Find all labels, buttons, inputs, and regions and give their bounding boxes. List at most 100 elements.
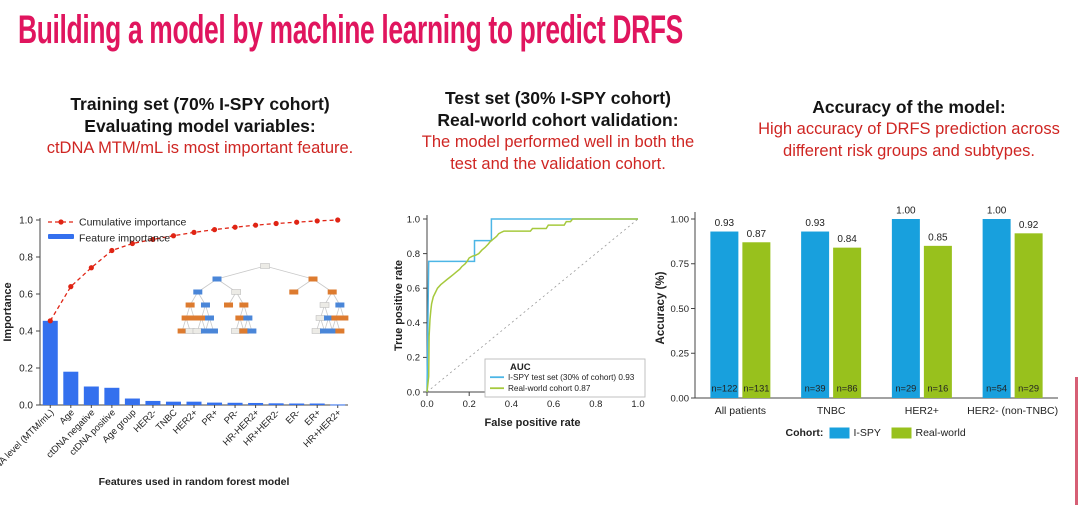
cohort-legend-realworld: Real-world — [916, 427, 966, 439]
header-test-line1: Test set (30% I-SPY cohort) — [445, 88, 671, 108]
chart-element: 0.0 0.2 0.4 0.6 0.8 1.0 Importance ctDNA level … — [0, 216, 349, 488]
chart-element: 0.0 0.2 0.4 0.6 0.8 1.00.00.20.40.60.81.0AUCI… — [393, 214, 646, 429]
chart-element — [48, 234, 74, 239]
axes — [39, 218, 348, 406]
value-label: 0.85 — [928, 232, 948, 243]
chart-element — [235, 315, 245, 321]
chart-element — [200, 328, 210, 334]
importance-bar — [289, 403, 305, 405]
chart-element — [239, 302, 249, 308]
chart-element — [189, 315, 199, 321]
value-label: 0.93 — [715, 218, 735, 229]
importance-bar — [330, 404, 346, 406]
cumulative-point — [170, 233, 177, 239]
x-tick-label: 0.4 — [505, 399, 518, 410]
chart-element — [193, 289, 203, 295]
chart-element — [208, 328, 218, 334]
importance-bar — [268, 403, 284, 405]
chart-element — [891, 427, 912, 439]
n-label: n=86 — [837, 384, 858, 394]
accuracy-bar — [982, 219, 1011, 398]
chance-line — [426, 218, 639, 393]
category-label: HER2+ — [905, 405, 939, 417]
y-tick-label: 0.2 — [19, 364, 33, 375]
header-accuracy-highlight: High accuracy of DRFS prediction across … — [758, 120, 1060, 160]
x-tick-label: ER- — [284, 407, 302, 425]
y-axis-title: Importance — [2, 282, 14, 341]
chart-element — [320, 328, 330, 334]
chart-element — [243, 315, 253, 321]
roc-curve-ispy — [426, 218, 638, 393]
chart-element — [200, 302, 210, 308]
chart-element — [331, 315, 341, 321]
importance-bar — [63, 371, 79, 405]
chart-element — [315, 315, 326, 321]
x-tick-label: 0.0 — [420, 399, 433, 410]
n-label: n=54 — [986, 384, 1007, 394]
value-label: 0.87 — [747, 229, 767, 240]
chart-element — [181, 315, 191, 321]
slide-title: Building a model by machine learning to … — [18, 8, 683, 52]
auc-legend-entry: Real-world cohort 0.87 — [508, 384, 591, 393]
header-accuracy: Accuracy of the model: High accuracy of … — [742, 96, 1076, 162]
accuracy-bar-chart: 0.00 0.25 0.50 0.75 1.00 Accuracy (%) 0.93 n=12… — [652, 196, 1080, 462]
y-tick-label: 0.00 — [671, 393, 690, 404]
chart-element — [192, 328, 203, 334]
chart-element — [264, 265, 314, 280]
header-training-highlight: ctDNA MTM/mL is most important feature. — [46, 139, 354, 158]
importance-bar — [145, 400, 161, 405]
chart-element — [324, 315, 334, 321]
importance-bar — [207, 402, 223, 405]
value-label: 1.00 — [896, 206, 916, 217]
roc-curve-chart: 0.0 0.2 0.4 0.6 0.8 1.0 0.0 0.2 0.4 0.6 0.8 1.0 AUC I… — [390, 196, 690, 464]
importance-bar — [248, 402, 264, 405]
cumulative-point — [211, 227, 218, 233]
y-tick-label: 0.75 — [671, 259, 690, 270]
chart-element — [177, 328, 187, 334]
cumulative-point — [129, 240, 135, 247]
chart-element — [308, 276, 318, 282]
legend-label-cumulative: Cumulative importance — [79, 217, 187, 229]
n-label: n=29 — [895, 384, 916, 394]
y-tick-label: 1.00 — [671, 214, 690, 225]
x-tick-label: 0.8 — [589, 399, 602, 410]
importance-bar — [83, 386, 99, 405]
y-tick-label: 0.25 — [671, 349, 690, 360]
importance-bar — [124, 398, 140, 405]
cumulative-point — [273, 220, 279, 227]
importance-bar — [42, 320, 58, 405]
importance-bar — [227, 402, 243, 405]
cumulative-point — [109, 247, 115, 254]
y-tick-label: 0.4 — [407, 318, 420, 329]
chart-element — [231, 289, 241, 295]
category-label: HER2- (non-TNBC) — [967, 405, 1058, 417]
cohort-legend: Cohort: I-SPY Real-world — [786, 427, 966, 439]
category-label: All patients — [715, 405, 766, 417]
cumulative-point — [47, 318, 53, 324]
chart-element — [239, 328, 249, 334]
cumulative-point — [191, 229, 197, 235]
chart-element — [327, 328, 337, 334]
y-tick-label: 0.0 — [19, 401, 33, 412]
header-training-line1: Training set (70% I-SPY cohort) — [70, 94, 330, 114]
cumulative-point — [88, 265, 94, 271]
accuracy-bar — [742, 242, 771, 398]
x-tick-label: HR+HER2+ — [301, 407, 343, 449]
chart-element — [327, 289, 337, 295]
x-tick-label: ctDNA level (MTM/mL) — [0, 407, 56, 480]
chart-element — [212, 276, 222, 282]
chart-element — [829, 427, 850, 439]
accuracy-bar — [1014, 233, 1043, 398]
cumulative-point — [68, 284, 74, 290]
chart-element: 0.00 0.25 0.50 0.75 1.00 Accuracy (%) 0.93 n=12… — [655, 206, 1058, 440]
chart-element — [247, 328, 257, 334]
importance-bar — [186, 401, 202, 405]
accuracy-bar — [923, 245, 952, 398]
legend-label-feature: Feature importance — [79, 233, 170, 245]
chart-element — [196, 315, 206, 321]
y-tick-label: 0.8 — [407, 249, 420, 260]
accuracy-bar — [833, 247, 862, 398]
chart-element — [319, 302, 330, 308]
